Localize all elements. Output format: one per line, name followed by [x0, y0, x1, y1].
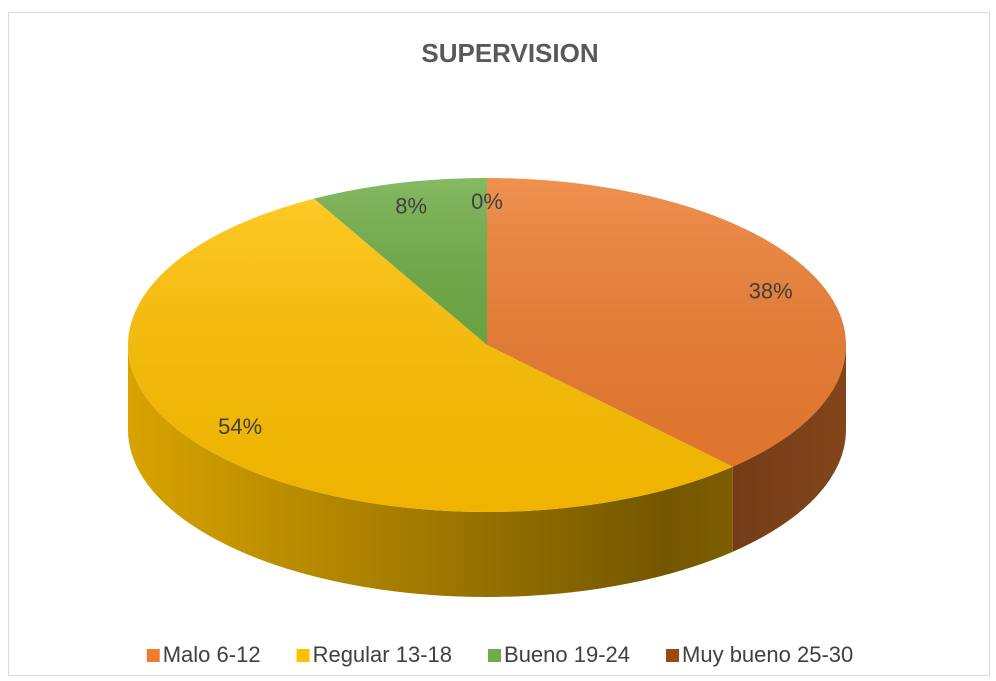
slice-shine: [314, 178, 487, 345]
side-shade: [732, 345, 846, 552]
legend-swatch: [296, 649, 310, 662]
pie: [127, 178, 846, 597]
legend-swatch: [666, 649, 680, 662]
data-label: 8%: [395, 193, 427, 218]
slice-shine: [128, 198, 733, 512]
data-label: 38%: [749, 279, 793, 304]
data-label: 54%: [218, 414, 262, 439]
legend-swatch: [488, 649, 502, 662]
side-shade: [127, 345, 733, 597]
chart-title: SUPERVISION: [421, 38, 598, 68]
slice-shine: [487, 178, 846, 467]
data-label: 0%: [471, 189, 503, 214]
legend: Malo 6-12 Regular 13-18 Bueno 19-24 Muy bue…: [146, 642, 853, 667]
labels: 38% 54% 8% 0%: [218, 189, 793, 439]
legend-swatch: [146, 649, 160, 662]
legend-label: Muy bueno 25-30: [682, 642, 853, 667]
legend-label: Malo 6-12: [163, 642, 261, 667]
legend-label: Regular 13-18: [313, 642, 452, 667]
legend-label: Bueno 19-24: [504, 642, 630, 667]
